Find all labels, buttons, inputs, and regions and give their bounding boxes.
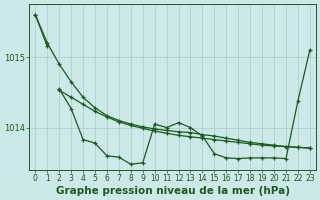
X-axis label: Graphe pression niveau de la mer (hPa): Graphe pression niveau de la mer (hPa) [56,186,290,196]
